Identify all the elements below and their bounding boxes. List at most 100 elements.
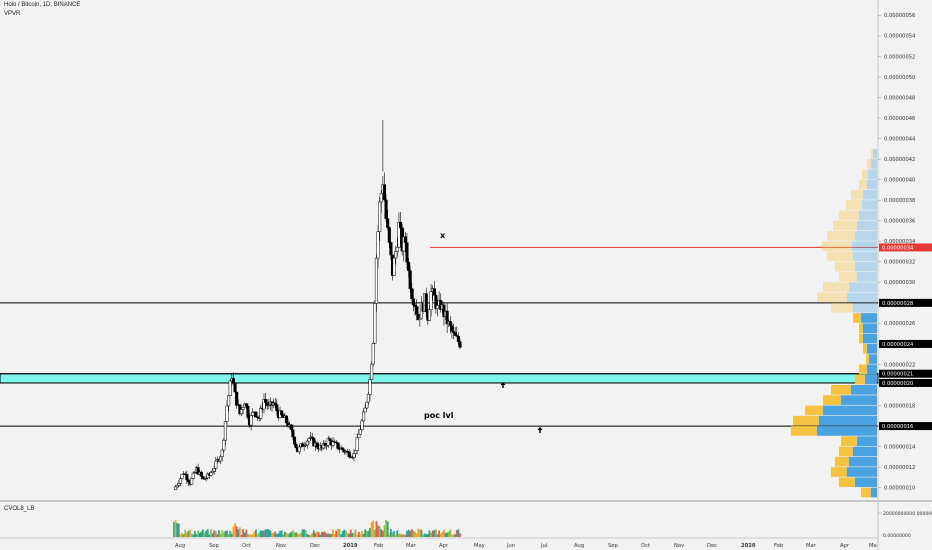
volume-bar xyxy=(190,533,193,537)
volume-bar xyxy=(263,530,265,537)
volume-bar xyxy=(381,530,384,537)
candle-body xyxy=(201,476,205,479)
candle-body xyxy=(399,221,403,229)
candle-body xyxy=(358,429,362,435)
y-tick-label: 0.00000052 xyxy=(884,54,915,60)
volume-scale-zero: 0.00000000 xyxy=(883,533,911,539)
volume-bar xyxy=(173,522,175,537)
candle-body xyxy=(379,192,383,203)
volume-bar xyxy=(308,534,310,537)
candle-body xyxy=(453,332,457,336)
candle-body xyxy=(233,383,237,393)
y-tick-label: 0.00000032 xyxy=(884,260,915,266)
vpvr-up-bar xyxy=(866,354,869,364)
volume-bar xyxy=(359,534,362,537)
volume-bar xyxy=(295,532,298,537)
vpvr-down-bar xyxy=(855,261,877,272)
volume-bar xyxy=(250,534,253,537)
volume-bar xyxy=(211,533,214,537)
candle-body xyxy=(368,379,372,395)
vpvr-down-bar xyxy=(853,251,877,262)
candle-body xyxy=(300,443,305,447)
vpvr-down-bar xyxy=(859,210,877,221)
volume-bar xyxy=(349,529,352,537)
time-axis-label: Ma xyxy=(869,543,877,549)
vpvr-down-bar xyxy=(841,395,877,405)
vpvr-up-bar xyxy=(839,477,855,488)
volume-bar xyxy=(185,532,188,537)
candle-body xyxy=(352,453,356,458)
volume-bar xyxy=(438,530,441,537)
candle-body xyxy=(350,456,354,459)
volume-bar xyxy=(335,530,338,537)
candle-body xyxy=(267,404,271,407)
candle-body xyxy=(442,304,446,317)
candle-body xyxy=(402,236,406,252)
y-tick-label: 0.00000018 xyxy=(884,403,915,409)
vpvr-down-bar xyxy=(867,364,877,375)
volume-bar xyxy=(309,534,312,537)
candle-body xyxy=(354,450,358,454)
candle-body xyxy=(424,293,428,313)
time-axis-label: Apr xyxy=(840,543,850,549)
candle-body xyxy=(408,270,412,289)
y-tick-label: 0.00000014 xyxy=(884,444,916,450)
volume-bar xyxy=(177,523,180,537)
volume-bar xyxy=(418,529,421,537)
vpvr-up-bar xyxy=(859,333,863,344)
candle-body xyxy=(193,472,197,474)
vpvr-up-bar xyxy=(817,292,847,303)
volume-bar xyxy=(195,533,198,537)
candle-body xyxy=(228,380,232,396)
volume-bar xyxy=(406,530,408,537)
candle-body xyxy=(264,399,268,403)
volume-bar xyxy=(388,533,391,537)
candle-body xyxy=(450,325,454,332)
volume-bar xyxy=(288,533,291,537)
y-tick-label: 0.00000048 xyxy=(884,95,915,101)
symbol-title[interactable]: Holo / Bitcoin, 1D, BINANCE xyxy=(4,2,81,8)
volume-bar xyxy=(415,533,418,537)
price-tag-label: 0.00000016 xyxy=(882,424,913,430)
volume-bar xyxy=(351,532,354,537)
time-axis-label: 2020 xyxy=(741,543,756,549)
candle-body xyxy=(435,305,440,309)
volume-bar xyxy=(409,530,412,537)
vpvr-up-bar xyxy=(822,241,852,251)
volume-bar xyxy=(174,520,177,537)
indicator-label[interactable]: VPVR xyxy=(4,11,21,17)
volume-bar xyxy=(293,532,296,537)
candle-body xyxy=(326,438,330,446)
candle-body xyxy=(305,440,309,446)
candle-body xyxy=(458,341,462,348)
vpvr-up-bar xyxy=(846,200,862,210)
volume-indicator-label[interactable]: CVOL8_LB xyxy=(4,506,35,512)
vpvr-down-bar xyxy=(855,477,877,488)
vpvr-down-bar xyxy=(857,220,877,231)
volume-bar xyxy=(182,534,185,537)
volume-bar xyxy=(272,532,275,537)
volume-bar xyxy=(386,521,389,537)
volume-bar xyxy=(219,534,222,537)
time-axis-label: Aug xyxy=(574,543,584,549)
vpvr-down-bar xyxy=(819,415,877,426)
volume-bar xyxy=(247,534,249,537)
candle-body xyxy=(239,409,244,415)
vpvr-up-bar xyxy=(823,282,849,293)
candle-body xyxy=(214,460,218,469)
volume-bar xyxy=(243,532,246,537)
candle-body xyxy=(382,184,387,201)
volume-bar xyxy=(242,529,244,537)
volume-bar xyxy=(245,529,248,537)
volume-bar xyxy=(451,534,453,537)
volume-bar xyxy=(224,530,227,537)
vpvr-down-bar xyxy=(863,189,877,200)
candle-body xyxy=(448,321,452,327)
candle-body xyxy=(360,420,364,430)
volume-bar xyxy=(433,530,436,537)
volume-bar xyxy=(325,533,328,537)
candle-body xyxy=(315,442,319,448)
candle-body xyxy=(206,473,210,479)
